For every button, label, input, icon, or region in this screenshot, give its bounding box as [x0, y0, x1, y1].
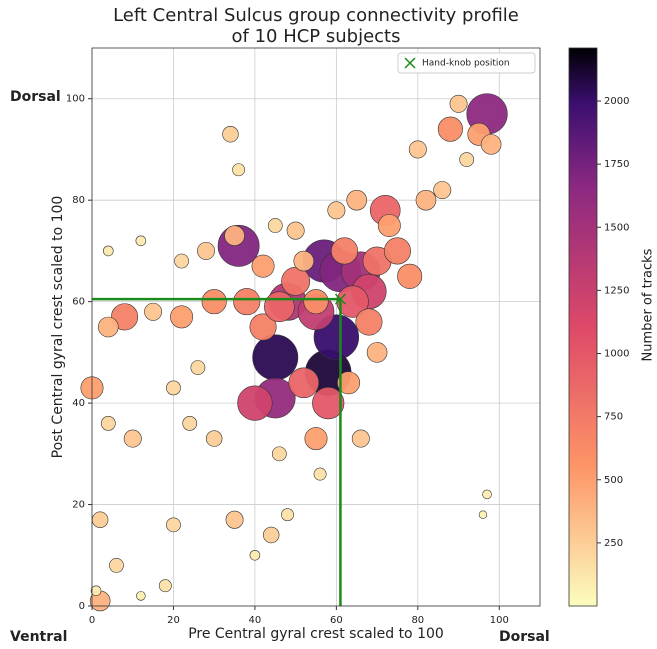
x-axis-label: Pre Central gyral crest scaled to 100 [188, 626, 444, 642]
colorbar-tick-label: 250 [604, 538, 623, 549]
legend-marker [404, 57, 416, 69]
bubble [251, 254, 275, 278]
bubble [337, 371, 361, 395]
bubble [100, 416, 116, 431]
bubble [111, 303, 139, 331]
bubble [330, 237, 359, 265]
bubble [313, 467, 327, 481]
bubble [158, 579, 172, 593]
bubble [232, 163, 246, 177]
x-tick-label: 20 [167, 615, 180, 626]
hand-knob-marker [334, 293, 346, 305]
colorbar-tick-label: 1000 [604, 349, 629, 360]
bubble [166, 517, 181, 533]
chart-title: of 10 HCP subjects [232, 26, 401, 47]
bubble [281, 266, 311, 296]
bubble [459, 152, 475, 167]
bubble [222, 126, 239, 143]
colorbar-tick-label: 1500 [604, 222, 629, 233]
bubble [433, 181, 452, 199]
bubble [482, 489, 492, 500]
bubble [252, 334, 299, 381]
bubble [346, 189, 368, 211]
bubble [478, 510, 488, 519]
bubble [237, 385, 273, 421]
bubble [264, 291, 295, 323]
bubble [437, 116, 463, 142]
colorbar [568, 47, 598, 607]
bubble [366, 342, 388, 363]
y-tick-label: 0 [79, 601, 85, 612]
colorbar-tick-label: 500 [604, 475, 623, 486]
bubble [91, 511, 109, 528]
bubble [224, 225, 245, 246]
y-tick-label: 60 [72, 297, 85, 308]
annotation: Dorsal [10, 89, 61, 105]
bubble [123, 429, 142, 448]
bubble [262, 526, 280, 544]
bubble [170, 305, 194, 329]
bubble [182, 416, 198, 431]
bubble [293, 250, 315, 272]
bubble [355, 308, 383, 336]
bubble [90, 585, 102, 597]
bubble [383, 237, 411, 265]
bubble [233, 288, 261, 316]
annotation: Dorsal [499, 629, 550, 645]
bubble [304, 427, 328, 451]
colorbar-tick-label: 750 [604, 412, 623, 423]
y-tick-label: 100 [66, 94, 85, 105]
plot-frame [91, 47, 541, 607]
bubble [249, 313, 277, 341]
bubble [267, 218, 283, 233]
x-tick-label: 80 [411, 615, 424, 626]
colorbar-tick-label: 2000 [604, 96, 629, 107]
bubble [449, 94, 468, 113]
annotation: Ventral [10, 629, 67, 645]
legend-label: Hand-knob position [422, 59, 510, 69]
bubble [377, 214, 401, 238]
bubble [109, 558, 124, 573]
y-axis-label: Post Central gyral crest scaled to 100 [50, 196, 66, 459]
bubble [327, 201, 346, 220]
bubble [312, 386, 345, 420]
bubble [97, 316, 119, 338]
bubble [190, 360, 206, 375]
x-tick-label: 40 [249, 615, 262, 626]
bubble [135, 235, 147, 247]
bubble [225, 510, 244, 529]
bubble [249, 549, 261, 561]
bubble [415, 189, 437, 211]
bubble [397, 263, 423, 289]
bubble [205, 430, 223, 447]
y-tick-label: 40 [72, 398, 85, 409]
bubble [281, 508, 294, 522]
bubble [408, 140, 427, 159]
bubble [303, 289, 329, 315]
x-tick-label: 60 [330, 615, 343, 626]
bubble [201, 289, 227, 315]
x-tick-label: 100 [490, 615, 509, 626]
bubble [136, 591, 146, 601]
chart-title: Left Central Sulcus group connectivity p… [113, 5, 519, 26]
colorbar-tick-label: 1250 [604, 285, 629, 296]
bubble [286, 221, 305, 240]
bubble [102, 245, 114, 257]
legend [397, 52, 536, 74]
colorbar-tick-label: 1750 [604, 159, 629, 170]
bubble [197, 241, 215, 260]
x-tick-label: 0 [89, 615, 95, 626]
colorbar-label: Number of tracks [641, 248, 656, 361]
bubble [144, 302, 163, 321]
bubble [166, 380, 181, 396]
bubble [480, 134, 502, 155]
y-tick-label: 20 [72, 500, 85, 511]
bubble [174, 253, 189, 269]
bubble [351, 429, 370, 448]
bubble [271, 446, 287, 462]
bubble [288, 367, 320, 399]
y-tick-label: 80 [72, 195, 85, 206]
